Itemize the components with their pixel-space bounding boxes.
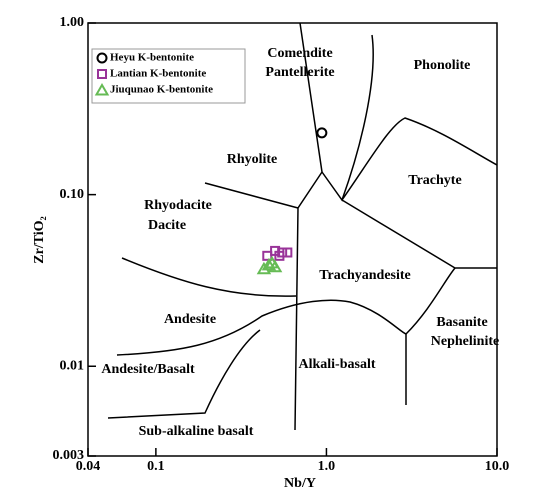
region-label: Rhyolite (227, 152, 278, 167)
y-tick-label: 0.10 (60, 187, 85, 202)
region-label: Trachyte (408, 173, 461, 188)
region-label: Nephelinite (431, 334, 499, 349)
y-tick-label: 1.00 (60, 15, 85, 30)
point (261, 257, 277, 271)
x-tick-label: 0.1 (147, 459, 165, 474)
point (316, 127, 328, 139)
legend-label: Jiuqunao K-bentonite (110, 84, 213, 96)
legend-marker (96, 52, 108, 64)
y-axis-label: Zr/TiO₂ (32, 216, 47, 264)
legend-label: Heyu K-bentonite (110, 52, 194, 64)
y-tick-label: 0.01 (60, 358, 85, 373)
point (274, 250, 285, 261)
x-tick-label: 10.0 (485, 459, 510, 474)
x-tick-label: 0.04 (76, 459, 101, 474)
legend-label: Lantian K-bentonite (110, 68, 206, 80)
region-label: Trachyandesite (319, 268, 411, 283)
legend (91, 48, 246, 104)
legend-marker (97, 69, 107, 79)
region-label: Pantellerite (265, 65, 334, 80)
point (262, 250, 273, 261)
x-axis-label: Nb/Y (284, 476, 316, 491)
legend-marker (94, 83, 110, 96)
region-label: Andesite/Basalt (101, 362, 195, 377)
y-tick-label: 0.003 (53, 448, 85, 463)
region-label: Dacite (148, 218, 186, 233)
region-label: Comendite (267, 46, 332, 61)
plot-frame (87, 22, 498, 457)
region-label: Alkali-basalt (298, 357, 375, 372)
region-label: Andesite (164, 312, 216, 327)
region-label: Basanite (436, 315, 487, 330)
region-label: Phonolite (414, 58, 471, 73)
field-boundaries (107, 22, 498, 431)
region-label: Sub-alkaline basalt (139, 424, 254, 439)
point (282, 247, 293, 258)
region-label: Rhyodacite (144, 198, 212, 213)
point (267, 259, 283, 273)
x-tick-label: 1.0 (318, 459, 336, 474)
